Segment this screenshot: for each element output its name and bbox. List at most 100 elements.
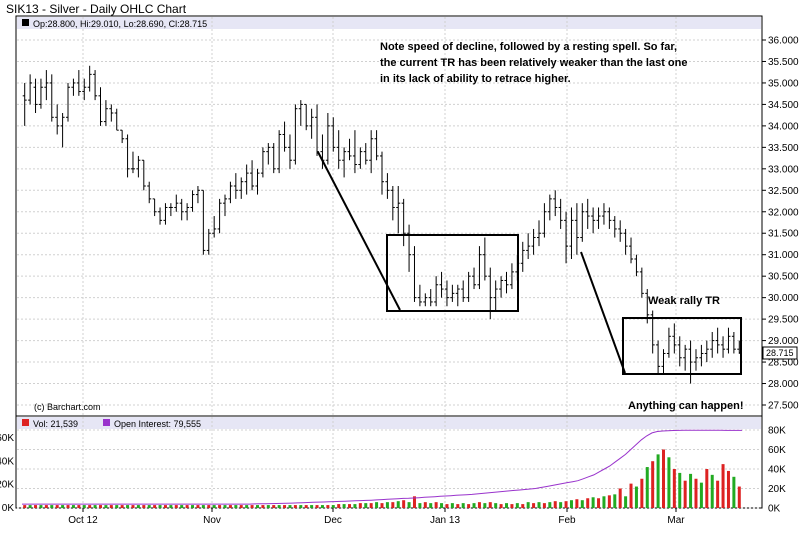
ohlc-bar: [260, 147, 265, 178]
volume-bar: [624, 496, 628, 508]
volume-bar: [277, 505, 281, 508]
volume-bar: [542, 503, 546, 508]
volume-bar: [689, 473, 693, 508]
ohlc-bar: [22, 82, 27, 126]
volume-tick-label-right: 20K: [768, 484, 786, 495]
volume-bar: [223, 505, 227, 508]
volume-bar: [261, 505, 265, 508]
ohlc-bar: [526, 233, 531, 259]
price-tick-label: 34.500: [768, 100, 799, 111]
volume-bar: [82, 505, 86, 508]
volume-bar: [580, 500, 584, 508]
ohlc-bar: [688, 340, 693, 384]
volume-bar: [326, 505, 330, 508]
price-tick-label: 27.500: [768, 401, 799, 412]
volume-bar: [656, 454, 660, 508]
volume-bar: [678, 472, 682, 508]
ohlc-bar: [536, 220, 541, 247]
ohlc-bar: [87, 65, 92, 92]
volume-bar: [526, 502, 530, 508]
volume-bar: [732, 476, 736, 508]
note-line-3: in its lack of ability to retrace higher…: [380, 73, 571, 85]
ohlc-bar: [472, 267, 477, 290]
ohlc-bar: [580, 203, 585, 242]
ohlc-bar: [715, 327, 720, 354]
volume-tick-label-left: 0K: [2, 503, 15, 514]
ohlc-bar: [255, 168, 260, 195]
ohlc-bar: [82, 78, 87, 101]
volume-bar: [472, 503, 476, 508]
ohlc-bar: [639, 267, 644, 298]
ohlc-bar: [434, 276, 439, 307]
volume-bar: [505, 503, 509, 508]
ohlc-bar: [55, 104, 60, 135]
price-tick-label: 30.000: [768, 293, 799, 304]
ohlc-bar: [125, 134, 130, 178]
volume-bar: [245, 505, 249, 508]
ohlc-bar: [120, 129, 125, 144]
ohlc-bar: [612, 216, 617, 238]
ohlc-bar: [444, 280, 449, 307]
volume-bar: [602, 496, 606, 508]
ohlc-bar: [585, 198, 590, 229]
ohlc-bar: [374, 130, 379, 161]
volume-bar: [98, 505, 102, 508]
volume-bar: [699, 482, 703, 508]
volume-bar: [418, 503, 422, 508]
ohlc-bar: [38, 78, 43, 109]
weak-rally-label: Weak rally TR: [648, 295, 720, 307]
volume-header: Vol: 21,539: [33, 419, 78, 429]
volume-bar: [591, 497, 595, 508]
ohlc-bar: [542, 203, 547, 238]
ohlc-bar: [423, 293, 428, 307]
volume-bar: [120, 505, 124, 508]
ohlc-bar: [358, 147, 363, 169]
ohlc-bar: [363, 143, 368, 165]
chart-title: SIK13 - Silver - Daily OHLC Chart: [6, 2, 187, 16]
ohlc-bar: [130, 151, 135, 174]
price-tick-label: 29.500: [768, 315, 799, 326]
volume-bar: [191, 505, 195, 508]
volume-bar: [499, 504, 503, 508]
volume-bar: [358, 503, 362, 508]
volume-bar: [255, 505, 259, 508]
volume-bar: [180, 505, 184, 508]
volume-bars: [23, 449, 741, 508]
volume-bar: [667, 457, 671, 508]
ohlc-bar: [450, 284, 455, 302]
ohlc-bar: [152, 198, 157, 217]
price-legend-marker: [22, 19, 29, 26]
ohlc-bar: [304, 103, 309, 131]
volume-bar: [39, 505, 43, 508]
volume-bar: [429, 503, 433, 508]
ohlc-bar: [591, 207, 596, 234]
ohlc-bar: [44, 70, 49, 101]
ohlc-bar: [564, 211, 569, 264]
volume-bar: [402, 500, 406, 508]
volume-bar: [737, 486, 741, 508]
price-tick-label: 31.000: [768, 250, 799, 261]
volume-bar: [23, 505, 27, 508]
volume-bar: [299, 505, 303, 508]
volume-bar: [158, 505, 162, 508]
volume-bar: [477, 502, 481, 508]
volume-bar: [726, 470, 730, 508]
decline-line-1: [317, 151, 401, 311]
ohlc-bar: [195, 186, 200, 204]
ohlc-bar: [331, 117, 336, 152]
ohlc-bar: [504, 271, 509, 294]
volume-bar: [353, 504, 357, 508]
volume-bar: [705, 469, 709, 508]
volume-bar: [55, 505, 59, 508]
ohlc-bar: [726, 327, 731, 354]
volume-bar: [629, 483, 633, 508]
ohlc-bar: [428, 289, 433, 307]
volume-bar: [716, 480, 720, 508]
volume-bar: [385, 502, 389, 508]
ohlc-bar: [509, 263, 514, 290]
oi-header: Open Interest: 79,555: [114, 419, 201, 429]
volume-bar: [515, 503, 519, 508]
volume-bar: [61, 505, 65, 508]
volume-bar: [662, 449, 666, 508]
ohlc-bar: [731, 332, 736, 354]
